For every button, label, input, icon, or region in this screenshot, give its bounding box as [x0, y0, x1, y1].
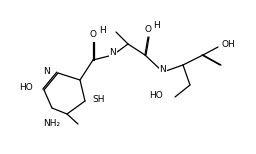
Text: O: O	[90, 30, 97, 38]
Text: OH: OH	[222, 39, 236, 49]
Text: HO: HO	[149, 91, 163, 99]
Text: O: O	[144, 24, 152, 34]
Text: N: N	[43, 67, 50, 75]
Text: N: N	[160, 65, 166, 73]
Text: H: H	[154, 20, 160, 30]
Text: N: N	[110, 47, 116, 57]
Text: HO: HO	[19, 83, 33, 91]
Text: NH₂: NH₂	[44, 118, 61, 128]
Text: H: H	[99, 26, 105, 34]
Text: SH: SH	[93, 95, 105, 103]
